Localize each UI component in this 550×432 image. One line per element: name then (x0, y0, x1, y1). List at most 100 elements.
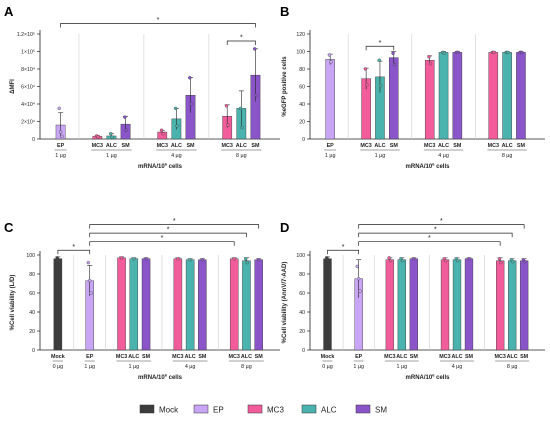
bar (452, 259, 462, 351)
data-point (356, 277, 361, 281)
panel-letter: C (4, 220, 14, 235)
data-point (428, 62, 433, 66)
significance-bracket (89, 224, 260, 229)
x-axis-label-main: mRNA/10 (138, 164, 165, 170)
data-point (363, 67, 368, 71)
data-point (327, 53, 332, 57)
y-axis-label: %Cell viability (AnnV/7-AAD) (282, 262, 288, 344)
data-point (232, 257, 236, 261)
data-point (254, 93, 258, 97)
x-tick-label: MC3 (172, 354, 183, 360)
dose-label: 8 µg (241, 364, 252, 370)
data-point (58, 130, 63, 134)
x-tick-label: MC3 (222, 143, 233, 149)
significance-bracket (57, 249, 91, 255)
x-tick-label: ALC (241, 354, 252, 360)
significance-bracket (226, 40, 256, 45)
data-point (456, 50, 460, 55)
data-point (110, 135, 114, 139)
y-tick-label: 40 (29, 310, 35, 316)
data-point (519, 50, 524, 55)
y-axis-label: %eGFP positive cells (282, 56, 288, 117)
significance-marker: * (173, 218, 176, 225)
data-point (492, 50, 496, 55)
legend-swatch (139, 404, 155, 414)
significance-marker: * (167, 227, 170, 234)
y-tick-label: 20 (29, 329, 35, 335)
bar (141, 258, 151, 351)
data-point (467, 257, 471, 261)
panel-letter: A (4, 4, 14, 19)
x-tick-label: SM (453, 143, 462, 149)
x-tick-label: Mock (321, 354, 335, 360)
data-point (387, 256, 391, 260)
y-axis-label: %Cell viability (L/D) (10, 275, 16, 331)
significance-bracket (365, 45, 395, 51)
panel-letter: B (280, 4, 289, 19)
dose-label: 4 µg (452, 364, 463, 370)
panel-letter: D (280, 220, 289, 235)
y-tick-label: 60 (299, 85, 305, 91)
x-tick-label: ALC (374, 143, 385, 149)
data-point (388, 259, 393, 263)
x-tick-label: MC3 (439, 354, 450, 360)
data-point (200, 258, 205, 262)
x-tick-label: SM (142, 354, 151, 360)
x-tick-label: EP (86, 354, 94, 360)
x-tick-label: SM (255, 354, 264, 360)
y-tick-label: 0 (302, 348, 305, 354)
bar (185, 259, 195, 351)
x-tick-label: SM (122, 143, 131, 149)
x-axis-label-main: mRNA/10 (138, 375, 165, 381)
y-tick-label: 60 (29, 291, 35, 297)
x-tick-label: EP (327, 143, 335, 149)
y-tick-label: 60 (299, 291, 305, 297)
bar (507, 260, 517, 351)
x-axis-label: mRNA/106 cells (138, 373, 183, 382)
data-point (392, 62, 397, 67)
x-axis-label-tail: cells (167, 164, 183, 170)
legend-label: Mock (159, 406, 179, 415)
data-point (124, 128, 128, 132)
x-axis-label: mRNA/106 cells (406, 162, 451, 171)
bar (198, 259, 207, 351)
significance-marker: * (428, 235, 431, 242)
x-tick-label: ALC (502, 143, 513, 149)
x-axis-label-tail: cells (167, 375, 183, 381)
legend: Mock EP MC3 ALC SM (139, 404, 387, 415)
y-tick-label: 20 (299, 120, 305, 126)
x-axis-label-sup: 6 (165, 162, 168, 167)
significance-bracket (358, 232, 513, 238)
dose-label: 0 µg (53, 364, 64, 370)
significance-marker: * (434, 227, 437, 234)
bar (496, 260, 505, 351)
y-tick-label: 40 (299, 310, 305, 316)
y-tick-label: 80 (299, 272, 305, 278)
data-point (189, 102, 193, 106)
x-axis-label: mRNA/106 cells (138, 162, 183, 171)
x-tick-label: SM (517, 143, 526, 149)
bar (389, 57, 399, 140)
significance-bracket (358, 241, 501, 246)
data-point (173, 106, 178, 111)
y-tick-label: 1.2×10⁵ (17, 32, 35, 38)
bar (229, 258, 239, 351)
data-point (56, 258, 61, 262)
data-point (123, 115, 127, 119)
bar (424, 60, 435, 140)
data-point (144, 257, 148, 261)
y-tick-label: 2×10⁴ (21, 120, 35, 126)
data-point (442, 51, 446, 55)
data-point (96, 135, 100, 139)
significance-bracket (327, 249, 360, 255)
data-point (109, 132, 113, 136)
y-tick-label: 0 (302, 137, 305, 143)
data-point (161, 132, 165, 136)
data-point (175, 124, 179, 128)
data-point (455, 259, 460, 263)
legend-label: ALC (321, 406, 337, 415)
y-tick-label: 40 (299, 102, 305, 108)
dose-label: 8 µg (507, 364, 518, 370)
x-tick-label: MC3 (488, 143, 499, 149)
